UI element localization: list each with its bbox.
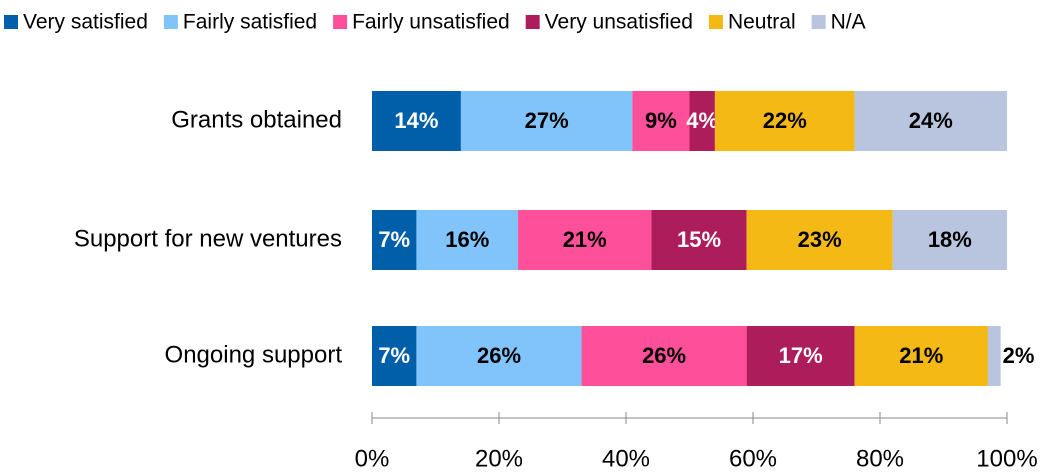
bar-segment <box>632 91 690 151</box>
legend-swatch <box>811 15 826 29</box>
legend-swatch <box>4 15 18 29</box>
bar-segment <box>416 326 582 386</box>
legend-swatch <box>333 15 348 29</box>
bar-segment <box>746 326 855 386</box>
value-label: 9% <box>645 108 677 133</box>
value-label: 17% <box>779 343 823 368</box>
bar-segment <box>581 326 747 386</box>
bar-segment <box>372 326 417 386</box>
bar-segment <box>854 91 1007 151</box>
bar-segment <box>372 91 461 151</box>
value-label: 26% <box>477 343 521 368</box>
legend-label: N/A <box>831 11 866 34</box>
bar-segment <box>651 210 747 270</box>
value-label: 4% <box>686 108 718 133</box>
value-label: 24% <box>909 108 953 133</box>
value-label: 21% <box>563 227 607 252</box>
x-tick-label: 0% <box>355 445 390 472</box>
bar-segment <box>746 210 893 270</box>
legend-label: Very satisfied <box>23 11 148 34</box>
x-tick-label: 80% <box>856 445 904 472</box>
value-label: 2% <box>1003 343 1035 368</box>
legend-label: Fairly unsatisfied <box>352 11 510 34</box>
x-tick-label: 100% <box>976 445 1037 472</box>
bar-segment <box>518 210 652 270</box>
bar-segment <box>689 91 715 151</box>
value-label: 23% <box>798 227 842 252</box>
value-label: 7% <box>378 227 410 252</box>
value-label: 14% <box>394 108 438 133</box>
bar-segment <box>372 210 417 270</box>
category-label: Grants obtained <box>171 106 342 133</box>
legend-swatch <box>708 15 723 29</box>
value-label: 18% <box>928 227 972 252</box>
bar-segment <box>854 326 988 386</box>
bar-segment <box>416 210 519 270</box>
legend-label: Neutral <box>728 11 796 34</box>
value-label: 15% <box>677 227 721 252</box>
legend-label: Very unsatisfied <box>545 11 693 34</box>
category-label: Support for new ventures <box>74 225 342 252</box>
value-label: 7% <box>378 343 410 368</box>
x-tick-label: 40% <box>602 445 650 472</box>
x-tick-label: 60% <box>729 445 777 472</box>
value-label: 27% <box>525 108 569 133</box>
bar-segment <box>892 210 1007 270</box>
x-tick-label: 20% <box>475 445 523 472</box>
value-label: 22% <box>763 108 807 133</box>
bar-segment <box>987 326 1001 386</box>
bar-segment <box>460 91 633 151</box>
value-label: 26% <box>642 343 686 368</box>
legend-swatch <box>163 15 178 29</box>
value-label: 16% <box>445 227 489 252</box>
legend-swatch <box>525 15 540 29</box>
legend-label: Fairly satisfied <box>183 11 317 34</box>
category-label: Ongoing support <box>165 341 343 368</box>
value-label: 21% <box>899 343 943 368</box>
bar-segment <box>714 91 855 151</box>
